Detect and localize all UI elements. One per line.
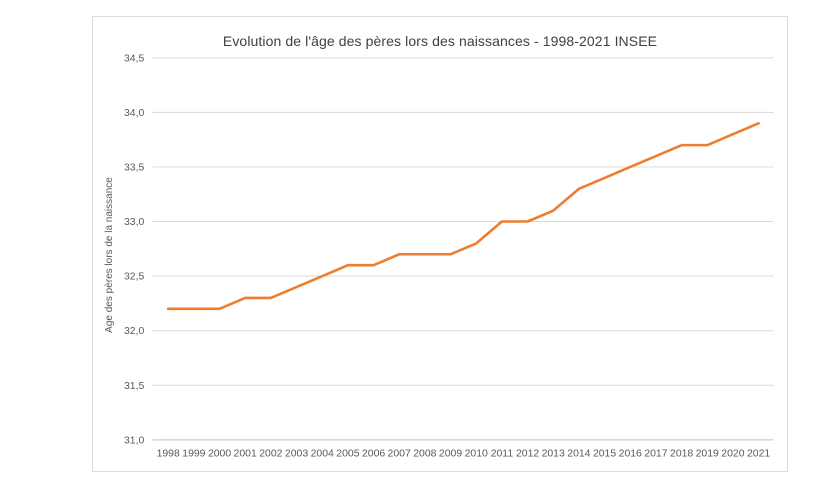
x-tick-label: 2013	[542, 448, 565, 459]
x-tick-label: 2005	[336, 448, 359, 459]
x-tick-label: 2011	[491, 448, 514, 459]
chart-container: Evolution de l'âge des pères lors des na…	[92, 16, 788, 472]
y-tick-label: 31,0	[124, 435, 145, 446]
x-tick-label: 2014	[567, 448, 590, 459]
x-tick-label: 2004	[311, 448, 334, 459]
chart-title: Evolution de l'âge des pères lors des na…	[222, 33, 658, 49]
y-tick-label: 34,5	[124, 53, 145, 64]
x-tick-label: 2002	[259, 448, 282, 459]
y-tick-label: 32,0	[124, 326, 145, 337]
y-tick-label: 34,0	[124, 108, 145, 119]
line-chart-plot-area: 31,0 31,5 32,0 32,5 33,0 33,5 34,0 34,5 1998 1999…	[124, 53, 774, 459]
y-tick-label: 32,5	[124, 272, 145, 283]
x-tick-label: 1998	[157, 448, 180, 459]
x-tick-label: 2017	[644, 448, 667, 459]
x-tick-label: 2019	[696, 448, 719, 459]
x-tick-label: 2010	[465, 448, 488, 459]
y-tick-label: 31,5	[124, 381, 145, 392]
x-tick-label: 2021	[747, 448, 770, 459]
x-tick-label: 2020	[721, 448, 744, 459]
x-tick-label: 2015	[593, 448, 616, 459]
x-tick-label: 2000	[208, 448, 231, 459]
x-tick-label: 2007	[388, 448, 411, 459]
x-tick-label: 2006	[362, 448, 385, 459]
x-tick-label: 2009	[439, 448, 462, 459]
y-tick-label: 33,0	[124, 217, 145, 228]
y-tick-label: 33,5	[124, 162, 145, 173]
x-tick-label: 2012	[516, 448, 539, 459]
x-tick-label: 2016	[619, 448, 642, 459]
data-line	[166, 122, 760, 311]
x-tick-label: 1999	[182, 448, 205, 459]
x-tick-label: 2018	[670, 448, 693, 459]
x-tick-label: 2003	[285, 448, 308, 459]
x-tick-label: 2008	[413, 448, 436, 459]
x-tick-label: 2001	[234, 448, 257, 459]
